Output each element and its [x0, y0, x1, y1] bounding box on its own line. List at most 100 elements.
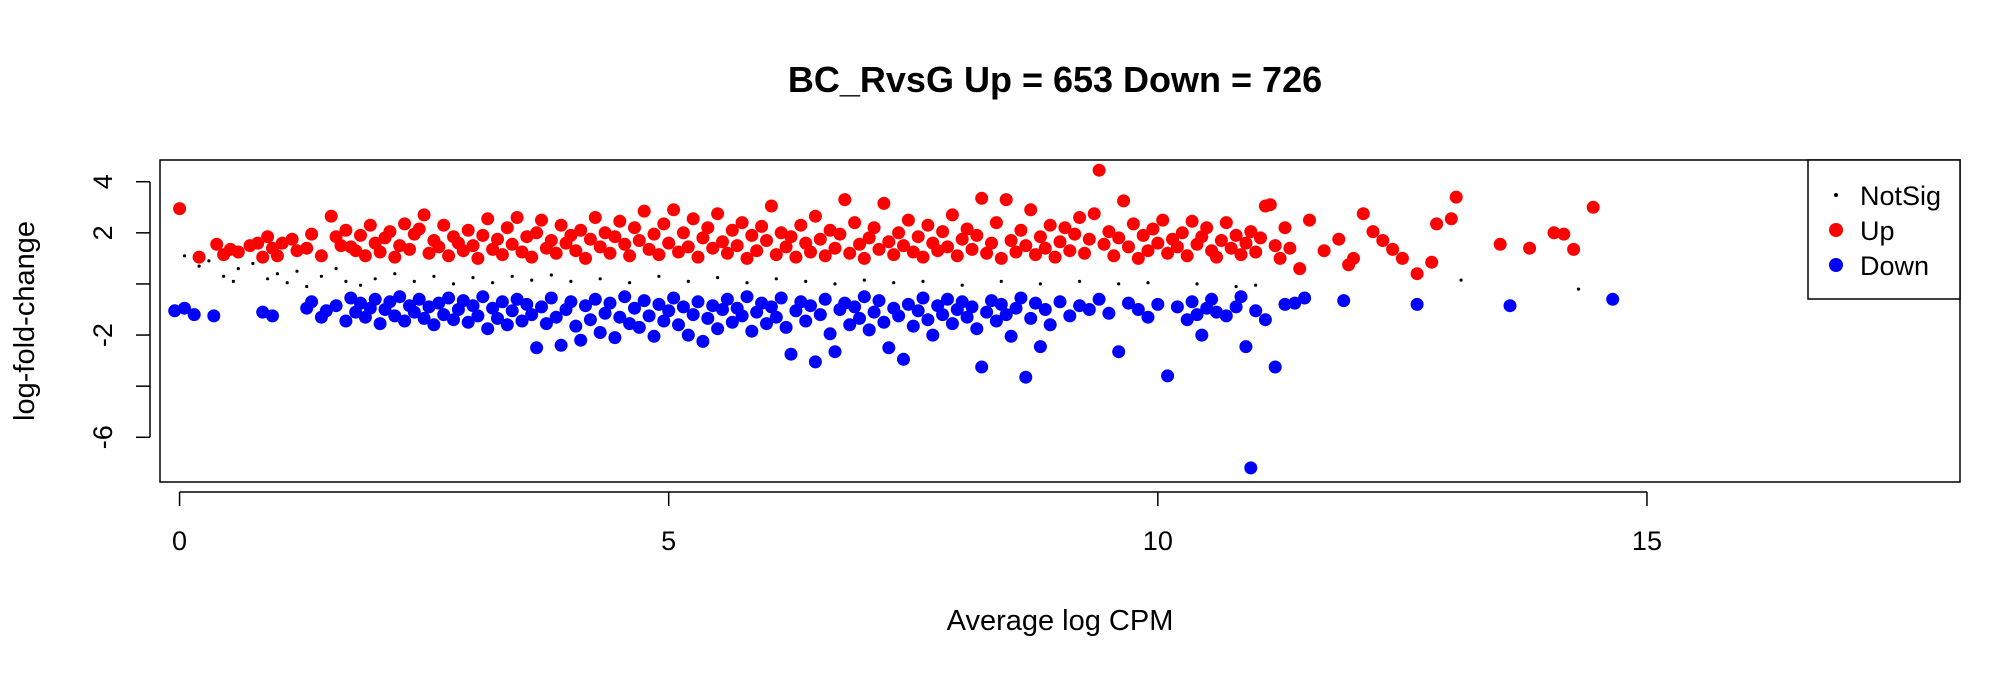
point-down	[632, 320, 646, 334]
point-down	[808, 355, 822, 369]
point-down	[799, 314, 813, 328]
point-down	[916, 291, 930, 305]
point-down	[456, 294, 470, 308]
point-up	[1004, 234, 1018, 247]
point-up	[652, 248, 666, 262]
point-up	[305, 227, 319, 241]
point-up	[1092, 163, 1106, 177]
point-down	[266, 309, 279, 323]
point-up	[412, 222, 426, 236]
point-down	[1029, 296, 1042, 310]
point-up	[388, 250, 402, 264]
point-up	[495, 248, 509, 262]
point-up	[1014, 223, 1028, 237]
point-notsig	[892, 281, 896, 285]
point-up	[1239, 236, 1253, 250]
point-up	[1175, 226, 1189, 240]
point-down	[867, 305, 881, 319]
point-down	[442, 291, 456, 305]
point-up	[632, 234, 646, 247]
point-down	[769, 310, 783, 324]
point-notsig	[373, 277, 377, 281]
point-down	[672, 318, 685, 332]
point-up	[466, 239, 480, 253]
point-up	[1254, 231, 1267, 245]
point-down	[461, 315, 475, 329]
point-down	[872, 294, 886, 308]
point-up	[843, 246, 857, 260]
point-down	[544, 291, 558, 305]
point-down	[985, 294, 998, 308]
point-up	[764, 199, 778, 213]
point-down	[926, 328, 940, 342]
point-up	[867, 221, 881, 235]
point-down	[569, 319, 583, 333]
point-notsig	[628, 281, 632, 285]
point-down	[207, 309, 221, 323]
point-down	[1024, 311, 1038, 325]
point-down	[588, 292, 602, 306]
point-up	[1395, 251, 1409, 265]
point-down	[1131, 303, 1145, 316]
point-down	[901, 297, 915, 311]
point-down	[642, 309, 656, 323]
point-up	[853, 237, 866, 251]
point-down	[994, 297, 1008, 311]
point-down	[628, 301, 641, 315]
point-up	[275, 236, 289, 250]
point-down	[716, 303, 729, 316]
point-up	[1376, 234, 1390, 247]
points-layer	[168, 163, 1620, 475]
point-up	[1317, 244, 1331, 258]
point-up	[877, 196, 891, 210]
point-down	[696, 334, 710, 348]
x-axis-label: Average log CPM	[947, 605, 1174, 637]
point-down	[339, 314, 353, 328]
point-up	[300, 241, 314, 255]
point-notsig	[657, 274, 661, 278]
point-up	[1151, 236, 1165, 250]
point-up	[1283, 241, 1297, 255]
point-up	[354, 228, 367, 242]
point-down	[1268, 360, 1282, 374]
point-down	[882, 341, 896, 355]
point-up	[579, 251, 592, 265]
point-down	[564, 295, 578, 309]
point-up	[686, 212, 700, 226]
point-down	[305, 295, 319, 309]
point-down	[970, 322, 984, 336]
point-up	[1356, 207, 1370, 221]
point-down	[1180, 313, 1194, 327]
point-up	[1180, 249, 1194, 263]
legend: NotSig Up Down	[1807, 159, 1961, 300]
point-down	[676, 300, 690, 314]
point-down	[535, 300, 548, 314]
point-down	[1239, 340, 1253, 354]
point-up	[1131, 251, 1145, 265]
point-down	[412, 292, 426, 306]
point-up	[897, 239, 910, 253]
x-tick-label: 10	[1143, 526, 1173, 556]
point-up	[725, 223, 739, 237]
point-up	[564, 228, 578, 242]
point-up	[1170, 240, 1184, 254]
point-up	[1493, 237, 1507, 251]
point-down	[1205, 292, 1219, 306]
point-up	[270, 249, 284, 263]
point-down	[1033, 340, 1047, 354]
x-axis: 0 5 10 15	[172, 491, 1662, 556]
point-down	[1244, 461, 1258, 475]
point-up	[813, 232, 827, 246]
point-up	[965, 242, 979, 256]
point-up	[1087, 207, 1101, 221]
y-tick-label: -2	[88, 323, 118, 347]
point-up	[676, 226, 690, 240]
point-down	[843, 318, 857, 332]
point-up	[950, 249, 964, 263]
point-up	[613, 214, 627, 228]
point-up	[760, 234, 773, 247]
point-up	[285, 232, 299, 246]
point-up	[735, 216, 749, 230]
point-up	[1033, 230, 1047, 244]
